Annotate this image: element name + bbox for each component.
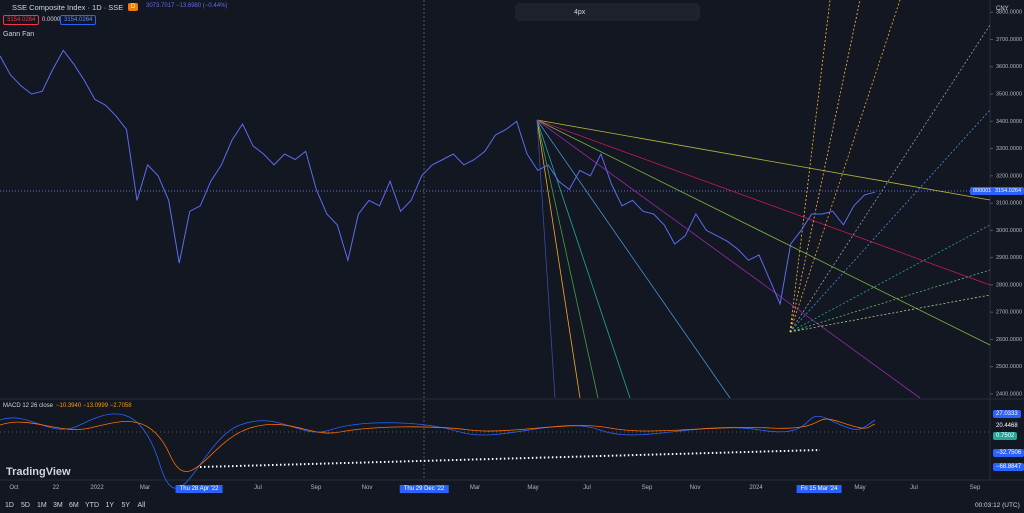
buy-price[interactable]: 3154.0264 xyxy=(60,15,97,25)
y-tick-label: 3600.0000 xyxy=(996,64,1022,70)
sell-price[interactable]: 3154.0264 xyxy=(3,15,40,25)
y-tick-label: 3100.0000 xyxy=(996,201,1022,207)
time-label: Sep xyxy=(641,485,653,491)
macd-values: −10.3940 −13.0999 −2.7058 xyxy=(56,403,132,409)
time-label: Sep xyxy=(969,485,981,491)
price-line xyxy=(0,49,876,306)
drawing-toolbar xyxy=(515,3,700,21)
macd-axis-label: 20.4468 xyxy=(993,422,1021,430)
line-width[interactable]: 4px xyxy=(574,9,586,16)
y-tick-label: 3300.0000 xyxy=(996,146,1022,152)
y-tick-label: 2600.0000 xyxy=(996,337,1022,343)
range-button[interactable]: YTD xyxy=(85,502,99,509)
macd-axis-label: 0.7502 xyxy=(993,432,1018,440)
y-tick-label: 3000.0000 xyxy=(996,228,1022,234)
y-tick-label: 3800.0000 xyxy=(996,10,1022,16)
spread: 0.0000 xyxy=(42,17,61,23)
time-label: Jul xyxy=(583,485,591,491)
clock: 00:03:12 (UTC) xyxy=(975,502,1020,509)
y-tick-label: 2400.0000 xyxy=(996,391,1022,397)
crosshair-time: Thu 29 Dec '22 xyxy=(399,485,449,493)
time-label: 22 xyxy=(52,485,60,491)
currency[interactable]: CNY xyxy=(996,6,1009,12)
time-label: Nov xyxy=(361,485,373,491)
last-price-label: 3154.0264 xyxy=(992,187,1024,195)
time-label: Mar xyxy=(469,485,481,491)
time-label: May xyxy=(527,485,539,491)
crosshair-time: Thu 28 Apr '22 xyxy=(175,485,223,493)
gann-fan xyxy=(536,0,991,399)
y-tick-label: 2800.0000 xyxy=(996,282,1022,288)
range-button[interactable]: 5D xyxy=(21,502,30,509)
macd-axis-label: 27.0333 xyxy=(993,410,1021,418)
y-tick-label: 3700.0000 xyxy=(996,37,1022,43)
range-button[interactable]: 5Y xyxy=(121,502,131,509)
time-label: Jul xyxy=(910,485,918,491)
drawing-name: Gann Fan xyxy=(3,31,35,38)
time-label: 2022 xyxy=(90,485,104,491)
macd-label: MACD 12 26 close xyxy=(3,403,54,409)
interval[interactable]: D xyxy=(128,3,139,11)
range-button[interactable]: 6M xyxy=(69,502,79,509)
symbol-tag: 000001 xyxy=(970,187,995,195)
time-label: Sep xyxy=(310,485,322,491)
y-tick-label: 2500.0000 xyxy=(996,364,1022,370)
macd xyxy=(0,413,990,489)
logo[interactable]: TradingView xyxy=(6,466,71,478)
range-button[interactable]: All xyxy=(137,502,146,509)
time-label: Jul xyxy=(254,485,262,491)
ohlc: 3073.7017 −13.6980 (−0.44%) xyxy=(146,3,228,9)
y-tick-label: 2900.0000 xyxy=(996,255,1022,261)
range-button[interactable]: 1D xyxy=(5,502,14,509)
time-label: May xyxy=(854,485,866,491)
range-button[interactable]: 1Y xyxy=(105,502,115,509)
time-label: 2024 xyxy=(749,485,763,491)
macd-axis-label: −32.7506 xyxy=(993,449,1024,457)
y-tick-label: 3400.0000 xyxy=(996,119,1022,125)
symbol-title: SSE Composite Index · 1D · SSE xyxy=(12,3,124,12)
y-tick-label: 3200.0000 xyxy=(996,173,1022,179)
time-label: Mar xyxy=(139,485,151,491)
y-tick-label: 2700.0000 xyxy=(996,310,1022,316)
time-label: Oct xyxy=(9,485,19,491)
range-button[interactable]: 1M xyxy=(37,502,47,509)
crosshair-time: Fri 15 Mar '24 xyxy=(796,485,842,493)
range-button[interactable]: 3M xyxy=(53,502,63,509)
y-tick-label: 3500.0000 xyxy=(996,92,1022,98)
time-label: Nov xyxy=(689,485,701,491)
macd-axis-label: −68.8847 xyxy=(993,463,1024,471)
